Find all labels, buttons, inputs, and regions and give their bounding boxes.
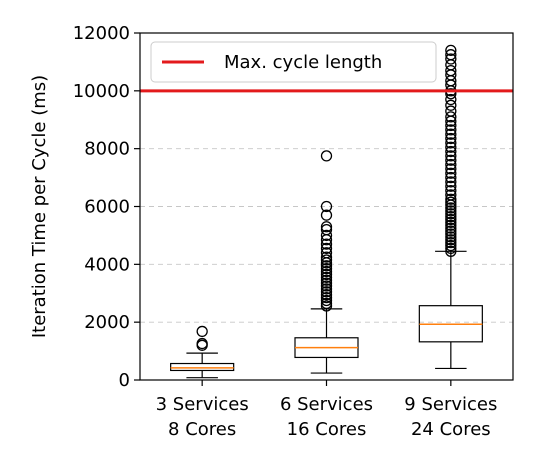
outlier-point — [445, 189, 457, 201]
outlier-point — [445, 225, 457, 237]
outlier-point — [445, 111, 457, 123]
outlier-point — [320, 280, 333, 292]
outlier-point — [445, 93, 457, 106]
outlier-point — [320, 291, 333, 304]
outlier-point — [445, 228, 457, 240]
outlier-point — [445, 202, 457, 214]
outlier-point — [445, 231, 457, 243]
outlier-point — [320, 286, 333, 298]
outlier-point — [445, 128, 457, 140]
outlier-point — [320, 223, 333, 236]
x-tick-label-line2: 16 Cores — [287, 419, 367, 440]
outlier-point — [320, 283, 333, 295]
outlier-point — [445, 154, 457, 166]
outlier-point — [445, 163, 457, 175]
outlier-point — [445, 222, 457, 234]
y-axis-title: Iteration Time per Cycle (ms) — [29, 75, 50, 338]
outlier-point — [320, 260, 333, 272]
outlier-point — [445, 167, 457, 179]
box-layer — [170, 44, 483, 379]
outlier-point — [320, 200, 333, 213]
box — [170, 362, 235, 372]
box-group — [170, 325, 235, 379]
outlier-point — [445, 124, 457, 136]
outlier-point — [320, 297, 333, 310]
outlier-point — [445, 184, 457, 197]
outlier-point — [445, 141, 457, 153]
outlier-point — [445, 213, 457, 226]
outlier-point — [445, 205, 457, 217]
y-tick-label: 8000 — [84, 139, 130, 160]
outlier-point — [445, 119, 457, 132]
outlier-point — [445, 88, 457, 100]
outlier-point — [445, 53, 457, 65]
box-group — [294, 150, 359, 374]
axis-layer: 0 2000 4000 6000 8000 10000 12000 3 Services 8 C… — [73, 23, 514, 440]
outlier-point — [445, 64, 457, 77]
outlier-point — [445, 158, 457, 171]
outlier-point — [445, 242, 457, 255]
outlier-point — [445, 180, 457, 192]
outlier-point — [445, 59, 457, 71]
outlier-point — [320, 242, 333, 255]
outlier-point — [320, 150, 333, 162]
outlier-point — [320, 271, 333, 283]
outlier-point — [320, 263, 333, 275]
outlier-point — [320, 254, 333, 266]
box-group — [418, 44, 483, 370]
outlier-point — [445, 208, 457, 220]
y-tick-label: 2000 — [84, 312, 130, 333]
x-tick-label-line1: 3 Services — [156, 394, 249, 415]
outlier-point — [320, 289, 333, 301]
outlier-point — [320, 265, 333, 278]
outlier-point — [445, 216, 457, 229]
outlier-point — [445, 219, 457, 231]
x-tick-label-line1: 9 Services — [404, 394, 497, 415]
outlier-point — [445, 210, 457, 223]
outlier-point — [320, 209, 333, 221]
x-tick-label-line1: 6 Services — [280, 394, 373, 415]
outlier-point — [445, 49, 457, 61]
outlier-point — [320, 277, 333, 289]
grid-layer — [140, 90, 513, 323]
outlier-point — [445, 145, 457, 158]
y-tick-label: 12000 — [73, 23, 130, 44]
legend: Max. cycle length — [150, 41, 437, 83]
y-tick-label: 0 — [119, 370, 130, 391]
outlier-point — [445, 171, 457, 184]
outlier-point — [445, 150, 457, 162]
outlier-point — [445, 99, 457, 111]
outlier-point — [320, 221, 333, 233]
outlier-point — [445, 239, 457, 252]
outlier-point — [445, 245, 457, 257]
outlier-point — [320, 251, 333, 263]
outlier-point — [445, 105, 457, 117]
outlier-point — [320, 247, 333, 259]
outlier-point — [320, 238, 333, 250]
outlier-point — [445, 196, 457, 208]
outlier-point — [445, 132, 457, 145]
outlier-point — [445, 137, 457, 149]
legend-box — [150, 41, 437, 83]
x-tick-label-line2: 8 Cores — [168, 419, 236, 440]
outlier-point — [445, 234, 457, 246]
y-tick-label: 6000 — [84, 197, 130, 218]
y-tick-label: 10000 — [73, 81, 130, 102]
outlier-point — [320, 294, 333, 307]
outlier-point — [196, 337, 208, 350]
legend-label: Max. cycle length — [224, 52, 382, 73]
x-tick-label-line2: 24 Cores — [411, 419, 491, 440]
outlier-point — [196, 325, 208, 338]
outlier-point — [445, 236, 457, 249]
outlier-point — [445, 44, 457, 56]
outlier-point — [320, 229, 333, 242]
outlier-point — [320, 274, 333, 286]
y-tick-label: 4000 — [84, 254, 130, 275]
outlier-point — [320, 268, 333, 281]
outlier-point — [445, 193, 457, 205]
outlier-point — [445, 176, 457, 188]
